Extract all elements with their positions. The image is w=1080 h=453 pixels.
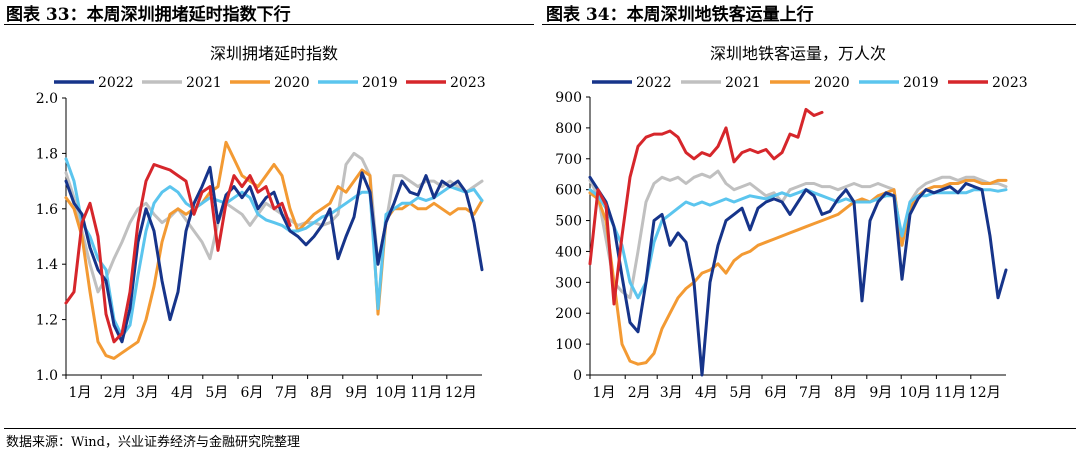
metro-ridership-chart: 深圳地铁客运量，万人次 0 100 200 300 400 500 600 700 800 900 1… <box>555 44 1028 401</box>
y-tick-label: 1.0 <box>36 368 58 384</box>
x-tick-label: 12月 <box>969 385 1001 401</box>
x-tick-label: 11月 <box>934 385 966 401</box>
y-tick-label: 2.0 <box>36 91 58 107</box>
legend-label-2020: 2020 <box>274 75 310 91</box>
x-tick-label: 3月 <box>660 385 683 401</box>
x-tick-label: 5月 <box>205 385 228 401</box>
x-tick-label: 9月 <box>869 385 892 401</box>
x-tick-label: 8月 <box>310 385 333 401</box>
source-divider <box>4 428 1076 429</box>
y-tick-label: 800 <box>555 121 582 137</box>
x-tick-label: 3月 <box>136 385 159 401</box>
legend-label-2021: 2021 <box>186 75 222 91</box>
x-tick-label: 4月 <box>695 385 718 401</box>
x-tick-label: 2月 <box>628 385 651 401</box>
x-tick-label: 11月 <box>410 385 442 401</box>
figure-34-title: 图表 34：本周深圳地铁客运量上行 <box>546 5 814 25</box>
series-line-2019 <box>64 157 484 338</box>
legend-label-2023: 2023 <box>992 75 1028 91</box>
legend-label-2022: 2022 <box>98 75 134 91</box>
y-tick-label: 1.4 <box>36 257 58 273</box>
y-tick-label: 0 <box>573 368 582 384</box>
legend-label-2021: 2021 <box>725 75 761 91</box>
legend-label-2019: 2019 <box>362 75 398 91</box>
chart-legend: 2022 2021 2020 2019 2023 <box>54 75 486 91</box>
series-line-2023 <box>64 163 292 344</box>
x-tick-label: 2月 <box>104 385 127 401</box>
y-tick-label: 100 <box>555 337 582 353</box>
y-tick-label: 1.8 <box>36 146 58 162</box>
series-line-2021 <box>588 169 1008 300</box>
y-tick-label: 1.2 <box>36 313 58 329</box>
x-tick-label: 5月 <box>729 385 752 401</box>
x-tick-label: 12月 <box>445 385 477 401</box>
x-tick-label: 10月 <box>375 385 407 401</box>
series-line-2020 <box>588 178 1008 366</box>
figure-33-title: 图表 33：本周深圳拥堵延时指数下行 <box>6 5 291 25</box>
x-tick-label: 4月 <box>171 385 194 401</box>
x-tick-label: 7月 <box>275 385 298 401</box>
legend-label-2019: 2019 <box>903 75 939 91</box>
chart-title: 深圳拥堵延时指数 <box>210 44 338 63</box>
title-underline-left <box>4 24 534 25</box>
x-tick-label: 7月 <box>799 385 822 401</box>
y-tick-label: 300 <box>555 275 582 291</box>
series-line-2022 <box>588 175 1008 377</box>
legend-label-2020: 2020 <box>814 75 850 91</box>
y-tick-label: 600 <box>555 183 582 199</box>
y-tick-label: 400 <box>555 244 582 260</box>
chart-legend: 2022 2021 2020 2019 2023 <box>592 75 1028 91</box>
x-tick-label: 8月 <box>834 385 857 401</box>
y-tick-label: 900 <box>555 90 582 106</box>
series-line-2022 <box>64 165 484 344</box>
y-tick-label: 700 <box>555 152 582 168</box>
legend-label-2023: 2023 <box>450 75 486 91</box>
y-tick-label: 1.6 <box>36 202 58 218</box>
congestion-index-chart: 深圳拥堵延时指数 1.0 1.2 1.4 1.6 1.8 2.0 1月 2月 3月 4月 5月 6月 7月… <box>36 44 486 401</box>
x-tick-label: 1月 <box>593 385 616 401</box>
legend-label-2022: 2022 <box>636 75 672 91</box>
x-tick-label: 9月 <box>345 385 368 401</box>
x-tick-label: 1月 <box>69 385 92 401</box>
title-underline-right <box>542 24 1076 25</box>
source-note: 数据来源：Wind，兴业证券经济与金融研究院整理 <box>6 435 300 450</box>
y-tick-label: 200 <box>555 306 582 322</box>
x-tick-label: 10月 <box>899 385 931 401</box>
series-line-2020 <box>64 140 484 360</box>
y-tick-label: 500 <box>555 214 582 230</box>
chart-title: 深圳地铁客运量，万人次 <box>710 44 886 63</box>
x-tick-label: 6月 <box>241 385 264 401</box>
series-line-2023 <box>588 107 824 306</box>
x-tick-label: 6月 <box>765 385 788 401</box>
